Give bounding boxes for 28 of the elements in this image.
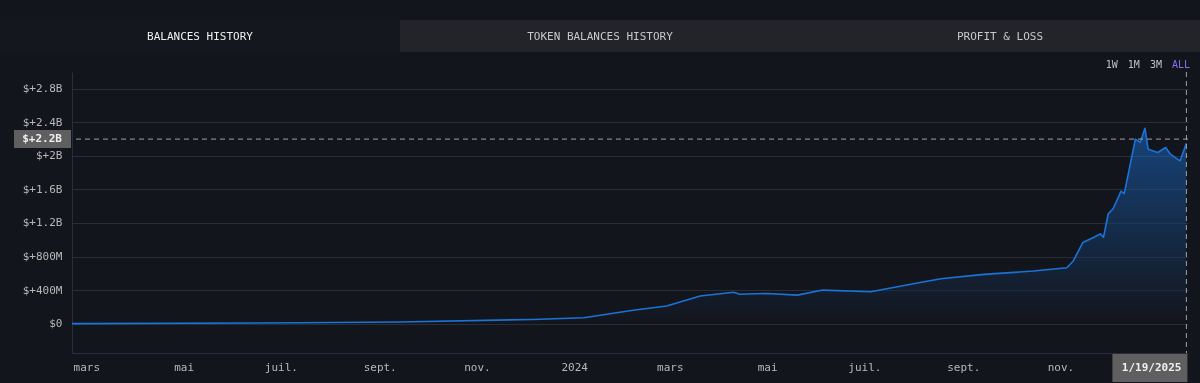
text: ALL <box>1171 59 1190 70</box>
x-tick-label: juil. <box>848 360 882 374</box>
y-tick-label: $+800M <box>22 250 63 264</box>
text: 1M <box>1127 59 1140 70</box>
text: TOKEN BALANCES HISTORY <box>400 20 800 52</box>
x-tick-label: nov. <box>1047 360 1075 374</box>
x-tick-label: sept. <box>947 360 981 374</box>
y-tick-label: $+2.8B <box>22 82 63 96</box>
x-tick-label: sept. <box>363 360 397 374</box>
x-tick-label: nov. <box>464 360 491 374</box>
x-tick-label: mars <box>657 360 684 374</box>
x-tick-label: mai <box>174 360 195 374</box>
text: 3M <box>1149 59 1162 70</box>
y-tick-label: $+400M <box>22 283 63 297</box>
text: 1W <box>1105 59 1118 70</box>
ref-line-label: 1/19/2025 <box>1121 361 1182 374</box>
x-tick-label: 2024 <box>561 360 589 374</box>
y-tick-label: $+2.4B <box>22 115 63 129</box>
text: PROFIT & LOSS <box>800 20 1200 52</box>
y-tick-label: $0 <box>49 317 63 331</box>
text: BALANCES HISTORY <box>0 20 400 52</box>
ref-line-label: $+2.2B <box>22 132 63 146</box>
y-tick-label: $+1.6B <box>22 182 63 196</box>
x-tick-label: mai <box>757 360 778 374</box>
y-tick-label: $+2B <box>36 149 63 163</box>
y-tick-label: $+1.2B <box>22 216 63 230</box>
x-tick-label: mars <box>73 360 101 374</box>
x-tick-label: juil. <box>264 360 298 374</box>
